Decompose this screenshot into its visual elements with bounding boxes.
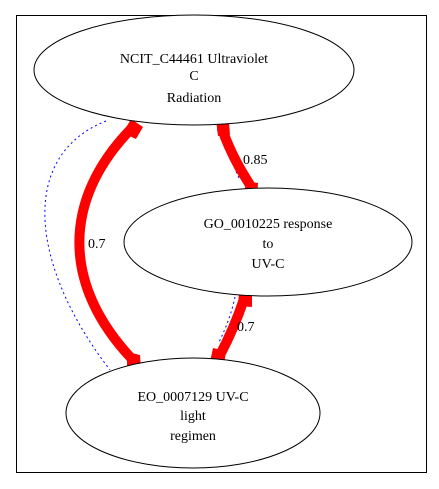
edge-ncit-eo-strong xyxy=(74,124,137,364)
edge-label-ncit-eo: 0.7 xyxy=(88,237,106,252)
edge-label-go-eo: 0.7 xyxy=(237,320,255,335)
node-eo-label-line-1: EO_0007129 UV-C xyxy=(137,390,248,405)
node-go-label-line-2: to xyxy=(263,237,274,252)
node-ncit: NCIT_C44461 Ultraviolet C Radiation xyxy=(33,14,355,126)
node-eo: EO_0007129 UV-C light regimen xyxy=(65,357,321,469)
node-ncit-label-line-1: NCIT_C44461 Ultraviolet xyxy=(120,52,268,67)
node-go-label-line-3: UV-C xyxy=(252,257,285,272)
edge-ncit-eo-weak xyxy=(44,120,111,371)
node-eo-label-line-3: regimen xyxy=(170,429,216,444)
edge-label-ncit-go: 0.85 xyxy=(243,153,268,168)
node-eo-shape xyxy=(65,357,321,469)
node-ncit-label-line-3: Radiation xyxy=(167,91,221,106)
node-ncit-shape xyxy=(33,14,355,126)
edge-endpoint-ncit-eo-top xyxy=(123,119,143,139)
node-go-shape xyxy=(123,187,413,297)
node-ncit-label-line-2: C xyxy=(189,69,198,84)
node-eo-label-line-2: light xyxy=(180,409,206,424)
node-go-label-line-1: GO_0010225 response xyxy=(204,217,333,232)
node-go: GO_0010225 response to UV-C xyxy=(123,187,413,297)
